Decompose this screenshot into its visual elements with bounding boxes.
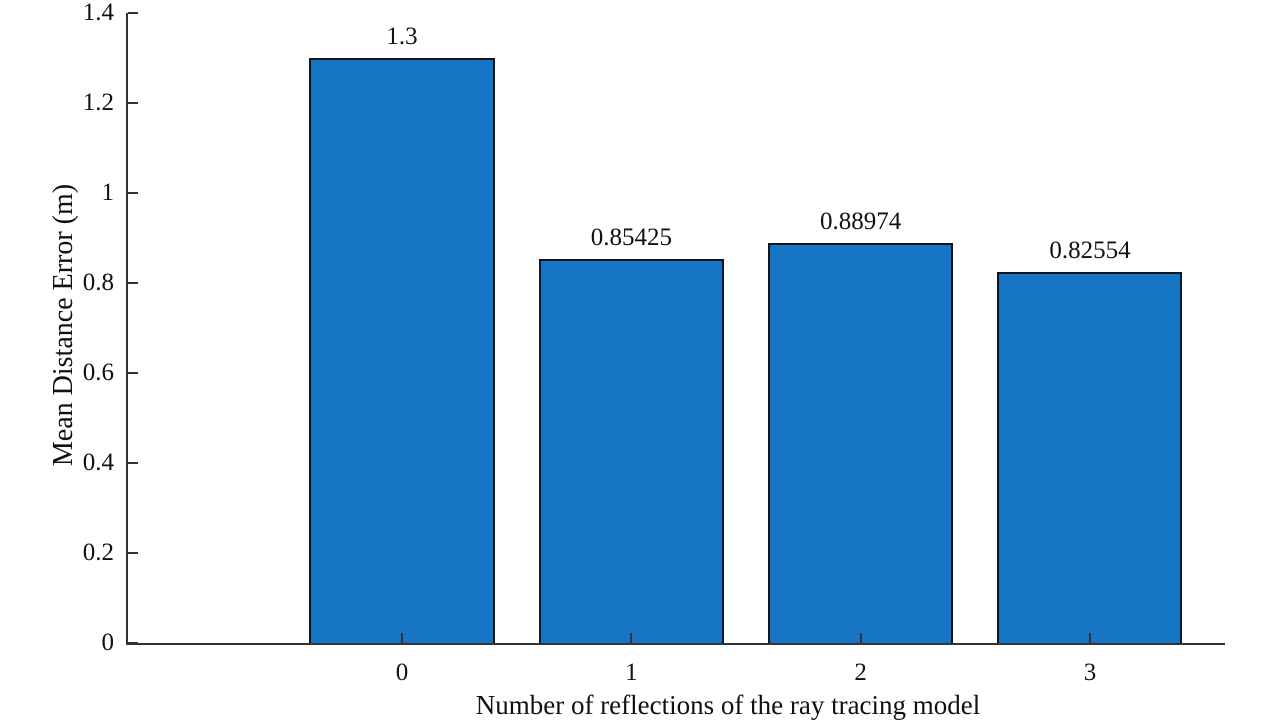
x-tick-label: 0 — [395, 659, 409, 686]
x-tick-mark — [1088, 633, 1091, 643]
x-tick-mark — [630, 633, 633, 643]
x-tick-label: 2 — [854, 659, 867, 686]
y-tick-mark — [128, 372, 138, 374]
bar-0 — [309, 58, 495, 643]
y-tick-label: 0.6 — [82, 359, 114, 386]
y-tick-label: 0.8 — [82, 269, 114, 296]
bar-value-label: 1.3 — [386, 23, 418, 50]
plot-area: 1.3 0 0.85425 1 0.88974 2 0.82554 3 0 0.2 0.4 0.6 0.… — [83, 0, 1225, 686]
y-tick-label: 1 — [101, 179, 115, 206]
y-tick-mark — [128, 642, 138, 644]
y-tick-label: 0.2 — [82, 539, 114, 566]
y-tick-mark — [128, 462, 138, 465]
x-axis-title: Number of reflections of the ray tracing… — [475, 690, 981, 720]
y-tick-label: 0.4 — [82, 449, 114, 476]
y-tick-mark — [128, 282, 138, 285]
y-axis-title: Mean Distance Error (m) — [48, 183, 79, 467]
y-tick-mark — [128, 192, 138, 194]
x-tick-mark — [859, 633, 862, 643]
bar-value-label: 0.82554 — [1049, 236, 1131, 264]
y-tick-label: 1.2 — [82, 89, 114, 116]
y-tick-label: 1.4 — [82, 0, 114, 26]
y-tick-label: 0 — [101, 629, 115, 656]
bar-1 — [538, 258, 724, 643]
bar-3 — [997, 271, 1183, 643]
y-tick-mark — [128, 12, 138, 14]
y-tick-mark — [128, 552, 138, 555]
x-tick-label: 3 — [1083, 659, 1097, 686]
bar-value-label: 0.85425 — [590, 223, 672, 251]
x-tick-label: 1 — [625, 659, 638, 686]
bar-value-label: 0.88974 — [820, 207, 902, 235]
bar-2 — [768, 242, 954, 643]
y-tick-mark — [128, 102, 138, 104]
x-tick-mark — [401, 633, 404, 643]
